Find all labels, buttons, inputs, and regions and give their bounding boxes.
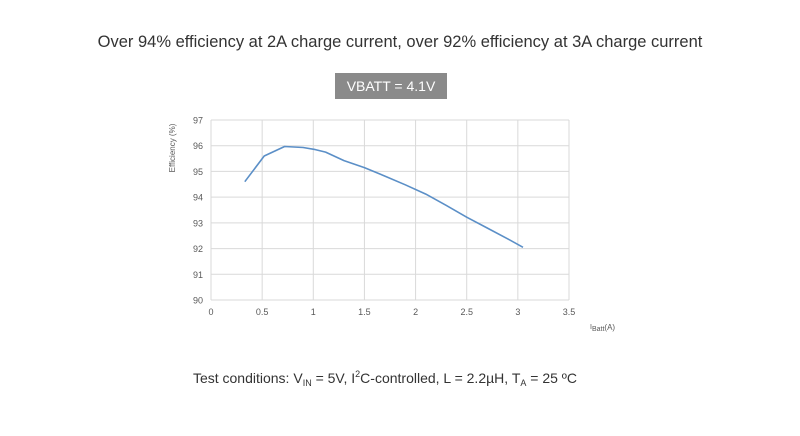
y-tick-label: 96	[193, 141, 203, 151]
caption-i2c-sup: 2	[355, 369, 361, 379]
vbatt-badge: VBATT = 4.1V	[335, 73, 447, 99]
y-tick-label: 92	[193, 244, 203, 254]
caption-prefix: Test conditions: V	[192, 370, 303, 386]
caption-vin-value: = 5V, I	[311, 370, 356, 386]
x-tick-label: 0	[208, 307, 213, 317]
x-axis-label-sub: Batt	[592, 326, 605, 333]
caption-vin-sub: IN	[302, 378, 312, 388]
chart-series	[244, 145, 524, 249]
x-tick-label: 3	[515, 307, 520, 317]
page-headline: Over 94% efficiency at 2A charge current…	[97, 33, 703, 51]
x-tick-labels: 0 0.5 1 1.5 2 2.5 3 3.5	[208, 307, 575, 317]
y-axis-label: Efficiency (%)	[168, 123, 177, 172]
x-axis-label: IBatt(A)	[590, 323, 615, 333]
x-tick-label: 0.5	[256, 307, 269, 317]
test-conditions-caption: Test conditions: VIN = 5V, I2C-controlle…	[0, 369, 770, 388]
x-axis-label-main: I	[590, 324, 592, 331]
x-tick-label: 1	[311, 307, 316, 317]
x-tick-label: 1.5	[358, 307, 371, 317]
caption-ta-sub: A	[520, 378, 527, 388]
y-tick-label: 90	[193, 296, 203, 306]
y-tick-label: 97	[193, 116, 203, 126]
y-tick-label: 94	[193, 193, 203, 203]
y-tick-label: 91	[193, 270, 203, 280]
efficiency-line	[244, 145, 524, 249]
y-tick-label: 95	[193, 167, 203, 177]
x-tick-label: 2	[413, 307, 418, 317]
y-tick-labels: 90 91 92 93 94 95 96 97	[193, 116, 203, 306]
y-tick-label: 93	[193, 218, 203, 228]
x-tick-label: 2.5	[460, 307, 473, 317]
x-axis-label-unit: (A)	[604, 323, 615, 332]
caption-i2c-rest: C-controlled, L = 2.2µH, T	[360, 370, 521, 386]
chart-grid	[210, 119, 570, 301]
x-tick-label: 3.5	[563, 307, 576, 317]
caption-ta-value: = 25 ºC	[526, 370, 578, 386]
